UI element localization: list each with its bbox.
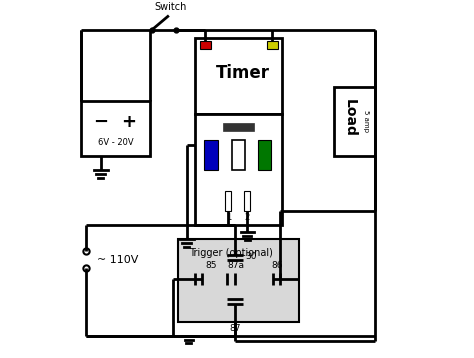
Bar — [195, 114, 282, 225]
Text: Timer: Timer — [216, 63, 270, 82]
Text: +: + — [121, 112, 136, 131]
Bar — [244, 190, 250, 211]
Text: 6V - 20V: 6V - 20V — [98, 137, 134, 146]
Text: Trigger (optional): Trigger (optional) — [189, 248, 273, 258]
Bar — [334, 87, 375, 156]
Text: 86: 86 — [271, 261, 283, 270]
Text: 2: 2 — [245, 213, 250, 222]
Bar — [267, 41, 278, 49]
Text: 87a: 87a — [228, 261, 245, 270]
Text: 85: 85 — [205, 261, 217, 270]
Text: 87: 87 — [229, 324, 241, 333]
Text: 1: 1 — [226, 213, 231, 222]
Text: −: − — [93, 112, 108, 131]
Text: 5 amp: 5 amp — [363, 110, 369, 132]
Bar — [223, 123, 255, 131]
Text: Switch: Switch — [154, 1, 186, 11]
Bar — [195, 38, 282, 114]
Text: ~ 110V: ~ 110V — [97, 255, 138, 265]
Bar — [81, 101, 150, 156]
Bar — [204, 140, 218, 170]
Bar — [258, 140, 271, 170]
Text: Load: Load — [343, 99, 356, 137]
Bar — [232, 140, 246, 170]
Text: 30: 30 — [245, 252, 256, 261]
Bar — [200, 41, 211, 49]
Bar — [178, 239, 299, 322]
Bar — [225, 190, 231, 211]
